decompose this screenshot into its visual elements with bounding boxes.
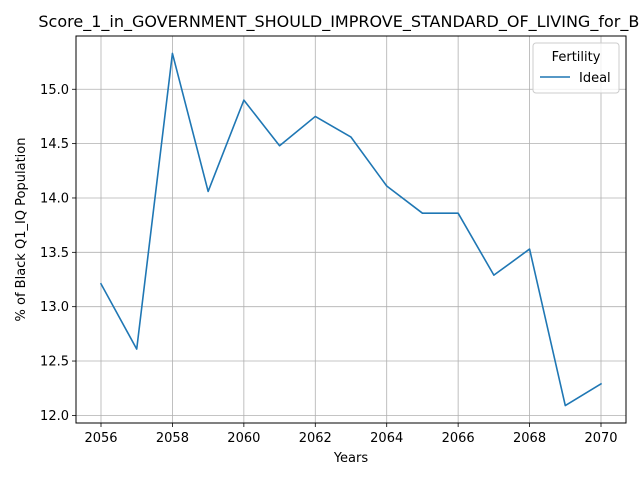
- x-tick-label: 2058: [156, 431, 189, 446]
- chart-title: Score_1_in_GOVERNMENT_SHOULD_IMPROVE_STA…: [38, 12, 640, 32]
- x-tick-label: 2056: [84, 431, 117, 446]
- y-tick-label: 15.0: [40, 83, 69, 98]
- x-axis-label: Years: [333, 451, 369, 466]
- x-tick-label: 2066: [442, 431, 475, 446]
- y-tick-label: 12.0: [40, 409, 69, 424]
- y-tick-label: 13.0: [40, 300, 69, 315]
- legend-label-ideal: Ideal: [579, 71, 611, 86]
- y-tick-label: 13.5: [40, 246, 69, 261]
- legend-title: Fertility: [552, 50, 601, 65]
- x-tick-label: 2060: [227, 431, 260, 446]
- x-tick-label: 2070: [584, 431, 617, 446]
- x-tick-label: 2068: [513, 431, 546, 446]
- y-tick-label: 14.0: [40, 191, 69, 206]
- y-tick-label: 12.5: [40, 355, 69, 370]
- y-axis-label: % of Black Q1_IQ Population: [14, 138, 29, 322]
- legend: Fertility Ideal: [533, 43, 619, 93]
- x-tick-label: 2062: [299, 431, 332, 446]
- x-tick-label: 2064: [370, 431, 403, 446]
- y-tick-label: 14.5: [40, 137, 69, 152]
